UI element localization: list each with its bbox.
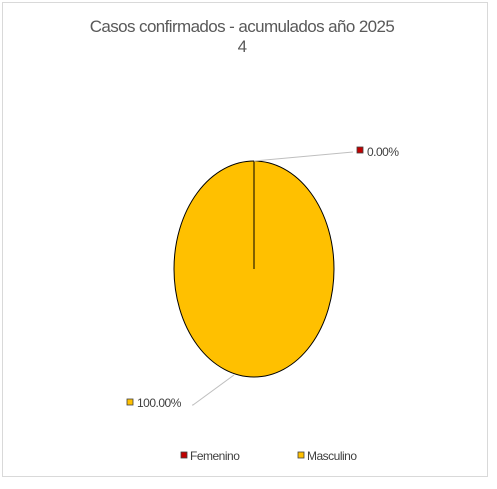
data-label-marker-femenino [356, 146, 364, 154]
legend-label-femenino: Femenino [190, 449, 240, 463]
data-label-femenino: 0.00% [367, 145, 399, 159]
data-label-marker-masculino [126, 398, 134, 406]
chart-subtitle: 4 [237, 37, 247, 56]
legend-marker-femenino [180, 451, 188, 459]
leader-line-masculino [192, 374, 235, 406]
leader-line-femenino [253, 151, 354, 162]
data-label-masculino: 100.00% [137, 396, 182, 410]
legend-label-masculino: Masculino [307, 449, 357, 463]
legend-marker-masculino [297, 451, 305, 459]
chart-title: Casos confirmados - acumulados año 2025 [89, 17, 395, 36]
